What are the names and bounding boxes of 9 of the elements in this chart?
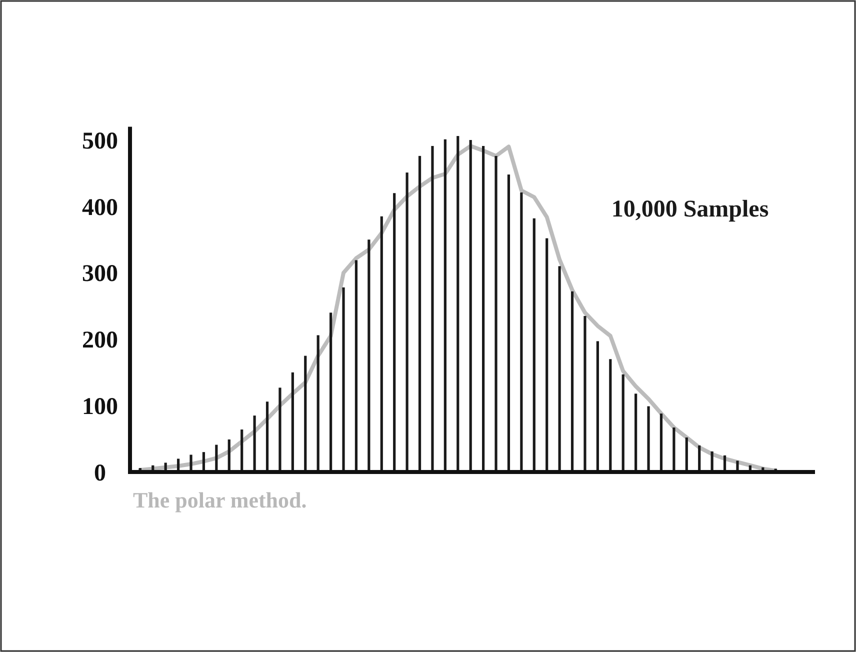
- y-tick-label: 400: [82, 194, 118, 221]
- line-series: [138, 144, 778, 473]
- y-tick-label: 100: [82, 394, 118, 420]
- y-tick-label: 200: [82, 328, 118, 354]
- y-tick-label: 0: [94, 460, 106, 486]
- annotation: 10,000 Samples: [611, 196, 769, 222]
- y-tick-label: 500: [82, 128, 118, 154]
- text: The polar method.: [133, 488, 307, 513]
- y-tick-label: 300: [82, 261, 118, 288]
